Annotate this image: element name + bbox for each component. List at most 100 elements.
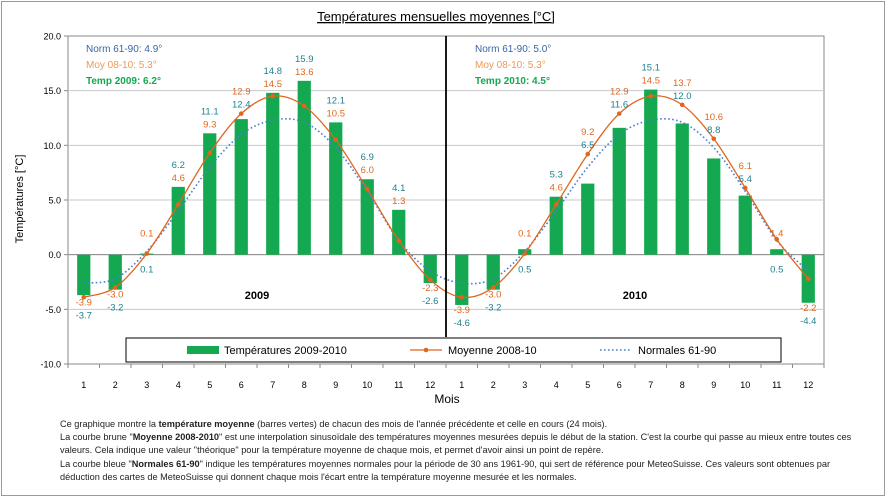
moyenne-value-label: 0.1 <box>518 229 531 240</box>
x-tick-label: 6 <box>617 380 622 390</box>
y-tick-label: 0.0 <box>48 250 61 260</box>
moyenne-value-label: 14.5 <box>642 76 661 87</box>
temperature-bar <box>329 122 343 255</box>
x-tick-label: 7 <box>270 380 275 390</box>
caption-paragraph-1: Ce graphique montre la température moyen… <box>60 419 608 429</box>
x-tick-label: 5 <box>207 380 212 390</box>
moyenne-point <box>805 276 811 282</box>
bar-value-label: -3.7 <box>76 310 92 321</box>
moyenne-value-label: 4.6 <box>172 173 185 184</box>
x-tick-label: 12 <box>803 380 813 390</box>
moyenne-value-label: 12.9 <box>232 87 251 98</box>
temperature-bar <box>360 179 374 255</box>
x-tick-label: 5 <box>585 380 590 390</box>
moyenne-point <box>522 251 528 256</box>
legend-bar-swatch <box>187 346 219 354</box>
moyenne-point <box>207 150 213 156</box>
x-tick-label: 4 <box>554 380 559 390</box>
moyenne-value-label: 0.1 <box>140 229 153 240</box>
x-tick-label: 11 <box>394 380 403 390</box>
x-tick-label: 12 <box>425 380 435 390</box>
legend-box <box>125 337 782 363</box>
moyenne-point <box>364 186 370 192</box>
x-tick-label: 2 <box>113 380 118 390</box>
moyenne-value-label: 6.0 <box>361 165 374 176</box>
temperature-bar <box>266 92 280 255</box>
annotation-temp: Temp 2010: 4.5° <box>475 76 550 87</box>
bar-value-label: 5.4 <box>739 174 752 185</box>
temperature-bar <box>297 80 311 255</box>
bar-value-label: 12.4 <box>232 100 251 111</box>
moyenne-point <box>238 111 244 116</box>
caption-paragraph-3: La courbe bleue "Normales 61-90" indique… <box>60 458 831 482</box>
moyenne-value-label: 12.9 <box>610 87 629 98</box>
x-tick-label: 8 <box>302 380 307 390</box>
x-tick-label: 7 <box>648 380 653 390</box>
bar-value-label: 6.2 <box>172 160 185 171</box>
moyenne-point <box>396 238 402 243</box>
temperature-bar <box>549 196 563 255</box>
temperature-bar <box>738 195 752 255</box>
moyenne-value-label: -3.0 <box>485 290 501 301</box>
temperature-bar <box>77 254 91 296</box>
bar-value-label: -4.4 <box>800 316 816 327</box>
x-tick-label: 10 <box>740 380 750 390</box>
bar-value-label: -3.2 <box>107 303 123 314</box>
chart-caption: Ce graphique montre la température moyen… <box>60 418 860 484</box>
temperature-bar <box>486 254 500 290</box>
temperature-bar <box>612 127 626 255</box>
moyenne-point <box>585 151 591 157</box>
moyenne-value-label: -3.9 <box>454 305 470 316</box>
annotation-moy: Moy 08-10: 5.3° <box>475 60 546 71</box>
x-tick-label: 2 <box>491 380 496 390</box>
moyenne-value-label: 4.6 <box>550 183 563 194</box>
moyenne-value-label: -3.0 <box>107 290 123 301</box>
bar-value-label: 5.3 <box>550 170 563 181</box>
moyenne-point <box>333 137 339 143</box>
temperature-chart: Températures mensuelles moyennes [°C] Te… <box>14 9 825 406</box>
bar-value-label: 6.5 <box>581 140 594 151</box>
moyenne-point <box>553 202 559 207</box>
x-tick-label: 8 <box>680 380 685 390</box>
moyenne-value-label: 14.5 <box>264 79 283 90</box>
moyenne-point <box>427 277 433 283</box>
chart-title: Températures mensuelles moyennes [°C] <box>317 9 555 24</box>
x-tick-label: 6 <box>239 380 244 390</box>
moyenne-value-label: 1.3 <box>392 196 405 207</box>
y-tick-label: -5.0 <box>45 305 61 315</box>
bar-value-label: 11.1 <box>201 106 219 117</box>
year-label: 2009 <box>245 290 269 302</box>
bar-value-label: -3.2 <box>485 303 501 314</box>
temperature-bar <box>770 249 784 255</box>
temperature-bar <box>644 89 658 255</box>
moyenne-point <box>270 93 276 99</box>
bar-value-label: 15.9 <box>295 54 314 65</box>
bar-value-label: 0.1 <box>140 265 153 276</box>
annotation-temp: Temp 2009: 6.2° <box>86 76 161 87</box>
y-tick-label: 5.0 <box>48 196 61 206</box>
moyenne-point <box>616 111 622 116</box>
bar-value-label: -2.6 <box>422 296 438 307</box>
caption-paragraph-2: La courbe brune "Moyenne 2008-2010" est … <box>60 432 852 456</box>
bar-value-label: 0.5 <box>770 265 783 276</box>
bar-value-label: 0.5 <box>518 265 531 276</box>
x-tick-label: 3 <box>144 380 149 390</box>
moyenne-point <box>679 102 685 108</box>
y-tick-label: 10.0 <box>43 141 61 151</box>
bar-value-label: 4.1 <box>392 183 405 194</box>
moyenne-value-label: 1.4 <box>770 229 783 240</box>
temperature-bar <box>234 119 248 255</box>
moyenne-point <box>112 285 118 290</box>
bar-value-label: 12.0 <box>673 91 692 102</box>
moyenne-value-label: -2.3 <box>422 283 438 294</box>
annotation-norm: Norm 61-90: 4.9° <box>86 44 162 55</box>
moyenne-point <box>648 93 654 99</box>
y-tick-label: 15.0 <box>43 86 61 96</box>
legend-moyenne-label: Moyenne 2008-10 <box>448 345 537 357</box>
moyenne-value-label: 13.6 <box>295 67 314 78</box>
moyenne-value-label: 6.1 <box>739 161 752 172</box>
normales-series-line <box>83 117 809 285</box>
legend-moyenne-marker <box>423 347 429 353</box>
y-tick-label: 20.0 <box>43 32 61 42</box>
